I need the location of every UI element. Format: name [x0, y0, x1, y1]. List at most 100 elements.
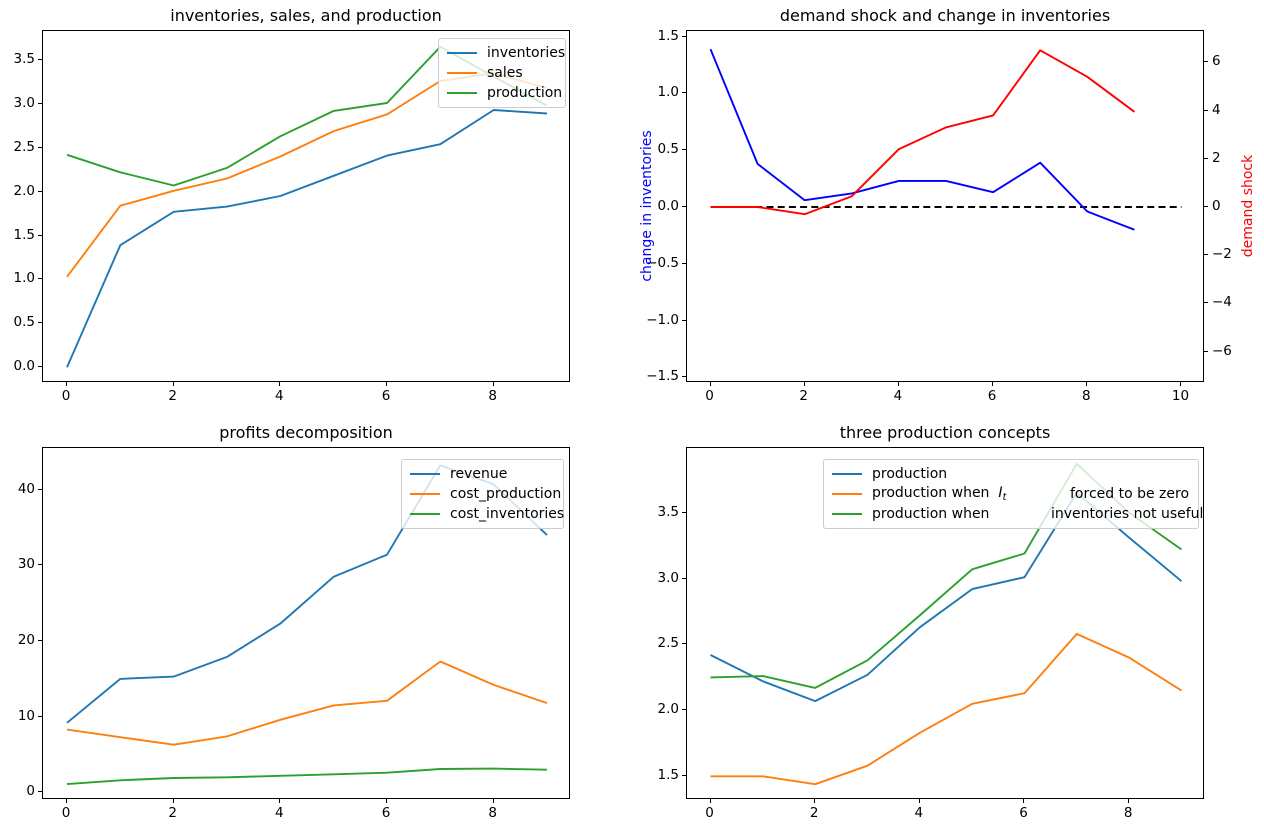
- y-tick-label: 3.0: [13, 94, 35, 111]
- x-tick-label: 10: [1171, 388, 1190, 404]
- x-tick-label: 2: [799, 388, 809, 404]
- y-tick-mark: [38, 146, 42, 148]
- y-tick-mark: [38, 488, 42, 490]
- y-tick-label: 1.5: [657, 27, 679, 44]
- chart-canvas: [709, 48, 1182, 231]
- legend-item-label: sales: [487, 65, 523, 81]
- right-y-tick-label: −6: [1212, 342, 1232, 359]
- x-tick-label: 8: [1123, 805, 1133, 821]
- x-tick-label: 0: [61, 805, 71, 821]
- right-y-tick-label: 0: [1212, 198, 1221, 214]
- series-line-change-in-inventories: [709, 48, 1135, 231]
- right-y-tick-mark: [1204, 157, 1208, 159]
- x-tick-mark: [1023, 799, 1025, 803]
- y-tick-label: 0.0: [13, 358, 35, 375]
- left-y-axis-label: change in inventories: [639, 130, 655, 282]
- x-tick-label: 0: [705, 388, 714, 404]
- legend-line-swatch: [832, 473, 862, 475]
- y-tick-label: 20: [17, 632, 35, 649]
- plot-box: revenue cost_production cost_inventories: [42, 447, 570, 799]
- y-tick-label: 3.0: [657, 569, 679, 586]
- legend-item-label: inventories: [487, 45, 566, 61]
- right-y-tick-mark: [1204, 350, 1208, 352]
- math-symbol: I: [993, 485, 1003, 501]
- legend-item: cost_production: [410, 484, 561, 504]
- y-tick-mark: [682, 376, 686, 378]
- x-tick-mark: [1180, 382, 1182, 386]
- y-tick-mark: [38, 715, 42, 717]
- legend-item: production: [447, 83, 562, 103]
- y-tick-label: 30: [17, 556, 35, 573]
- x-tick-label: 4: [893, 388, 903, 404]
- right-y-axis-label: demand shock: [1240, 154, 1256, 258]
- math-subscript: t: [1002, 492, 1007, 503]
- right-y-tick-label: 6: [1212, 53, 1221, 70]
- series-line-cost-inventories: [66, 767, 548, 786]
- y-tick-label: 1.5: [657, 767, 679, 784]
- legend: production production when It forced to be…: [823, 459, 1203, 529]
- y-tick-mark: [682, 35, 686, 37]
- x-tick-mark: [66, 799, 67, 803]
- series-line-cost-production: [66, 660, 548, 746]
- legend-line-swatch: [447, 72, 477, 74]
- y-tick-mark: [682, 206, 686, 207]
- y-tick-label: −0.5: [646, 254, 679, 271]
- y-tick-label: −1.0: [646, 311, 679, 328]
- x-tick-mark: [279, 382, 281, 386]
- legend-item-label: production when: [872, 506, 990, 522]
- y-tick-mark: [38, 102, 42, 104]
- x-tick-mark: [172, 799, 174, 803]
- legend-item: sales: [447, 63, 557, 83]
- x-tick-mark: [918, 799, 920, 803]
- chart-title: demand shock and change in inventories: [779, 6, 1111, 25]
- y-tick-label: 1.5: [13, 226, 35, 243]
- x-tick-mark: [814, 799, 816, 803]
- series-line-production-when-i-t-forced-to-be-zero: [710, 632, 1183, 786]
- y-tick-label: 3.5: [657, 503, 679, 520]
- legend-item-label: production: [487, 85, 563, 101]
- right-y-tick-mark: [1204, 109, 1208, 111]
- x-tick-mark: [1128, 799, 1130, 803]
- legend-line-swatch: [410, 493, 440, 495]
- x-tick-mark: [992, 382, 994, 386]
- chart-title: inventories, sales, and production: [170, 6, 442, 25]
- legend-item: revenue: [410, 464, 555, 484]
- x-tick-mark: [492, 799, 494, 803]
- x-tick-mark: [386, 382, 387, 386]
- y-tick-mark: [38, 278, 42, 280]
- x-tick-label: 0: [705, 805, 714, 821]
- plot-box: production production when It forced to be…: [686, 447, 1204, 799]
- x-tick-label: 4: [914, 805, 924, 821]
- x-tick-label: 6: [987, 388, 997, 404]
- chart-title: profits decomposition: [219, 423, 393, 442]
- x-tick-mark: [803, 382, 805, 386]
- x-tick-label: 0: [61, 388, 71, 404]
- right-y-tick-label: −4: [1212, 294, 1232, 311]
- legend-line-swatch: [410, 513, 440, 515]
- y-tick-mark: [682, 643, 686, 645]
- right-y-tick-mark: [1204, 254, 1208, 256]
- y-tick-label: 10: [17, 707, 35, 724]
- x-tick-mark: [279, 799, 281, 803]
- y-tick-mark: [38, 322, 42, 324]
- y-tick-mark: [682, 149, 686, 151]
- y-tick-label: 0.0: [657, 198, 679, 214]
- x-tick-label: 8: [488, 388, 497, 404]
- y-tick-label: 1.0: [13, 270, 35, 287]
- x-tick-mark: [1086, 382, 1088, 386]
- legend-item: production when It forced to be zero: [832, 484, 1190, 504]
- y-tick-mark: [38, 791, 42, 793]
- legend-item-label: cost_production: [450, 486, 562, 502]
- x-tick-mark: [172, 382, 174, 386]
- x-tick-label: 4: [275, 805, 284, 821]
- y-tick-label: 0.5: [13, 314, 35, 331]
- chart-title: three production concepts: [839, 423, 1051, 442]
- legend-line-swatch: [832, 493, 862, 495]
- y-tick-mark: [38, 564, 42, 566]
- y-tick-label: 2.0: [657, 701, 679, 718]
- y-tick-mark: [682, 709, 686, 711]
- y-tick-mark: [682, 511, 686, 513]
- y-tick-label: 0.5: [657, 141, 679, 158]
- x-tick-label: 8: [1081, 388, 1091, 404]
